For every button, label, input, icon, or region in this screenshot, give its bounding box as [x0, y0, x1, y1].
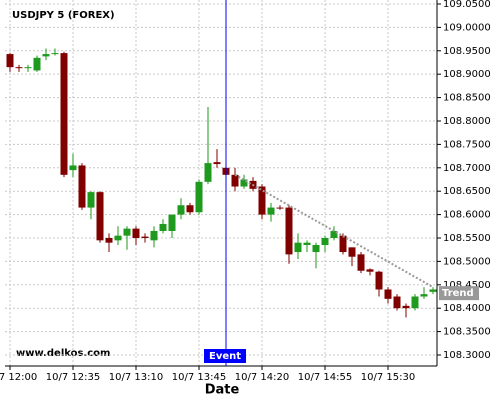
- candle-body: [60, 53, 68, 175]
- y-tick-label: 108.7000: [443, 163, 491, 174]
- x-tick-label: 10/7 14:20: [235, 372, 289, 383]
- y-tick-label: 108.3500: [443, 327, 491, 338]
- candle-body: [339, 235, 347, 253]
- candle-body: [69, 165, 77, 171]
- candle-body: [267, 207, 275, 215]
- grid: [5, 0, 437, 366]
- candle-body: [429, 289, 437, 292]
- trend-label: Trend: [442, 288, 474, 299]
- candle-body: [51, 53, 59, 55]
- y-tick-label: 108.6000: [443, 210, 491, 221]
- candle-body: [240, 179, 248, 187]
- candle-body: [303, 242, 311, 246]
- candle-body: [411, 296, 419, 309]
- candle-body: [231, 174, 239, 187]
- candle-body: [393, 296, 401, 309]
- y-tick-label: 108.4500: [443, 280, 491, 291]
- candle-body: [87, 192, 95, 208]
- candle-body: [402, 305, 410, 309]
- y-tick-label: 108.3000: [443, 350, 491, 361]
- candle-body: [321, 237, 329, 246]
- y-tick-label: 108.9000: [443, 69, 491, 80]
- candle-body: [105, 237, 113, 243]
- candle-body: [96, 192, 104, 241]
- x-tick-label: 10/7 13:10: [109, 372, 163, 383]
- candle-body: [330, 230, 338, 238]
- candle-body: [186, 205, 194, 213]
- candle-body: [195, 181, 203, 213]
- event-label: Event: [209, 351, 241, 362]
- y-tick-label: 108.9500: [443, 46, 491, 57]
- candle-body: [78, 165, 86, 208]
- trend-line: [234, 173, 434, 289]
- candle-body: [24, 67, 32, 69]
- candle-body: [312, 245, 320, 253]
- candle-body: [114, 235, 122, 241]
- candle-body: [159, 223, 167, 231]
- y-tick-label: 108.6500: [443, 186, 491, 197]
- candle-body: [33, 57, 41, 71]
- candle-body: [375, 271, 383, 290]
- event-label-box: [204, 349, 246, 363]
- candle-body: [177, 205, 185, 215]
- x-tick-label: 10/7 15:30: [361, 372, 415, 383]
- candle-body: [213, 162, 221, 165]
- candle-body: [15, 67, 23, 69]
- y-tick-label: 108.4000: [443, 303, 491, 314]
- trend-label-box: [439, 286, 479, 301]
- candle-body: [204, 163, 212, 182]
- x-tick-label: 10/7 12:35: [46, 372, 100, 383]
- candle-body: [123, 228, 131, 236]
- candle-body: [285, 207, 293, 255]
- x-tick-label: 10/7 14:55: [298, 372, 352, 383]
- watermark: www.delkos.com: [16, 348, 110, 359]
- y-tick-label: 108.8500: [443, 93, 491, 104]
- chart-title: USDJPY 5 (FOREX): [12, 10, 115, 21]
- y-tick-label: 108.5500: [443, 233, 491, 244]
- y-tick-label: 108.7500: [443, 139, 491, 150]
- candle-body: [276, 207, 284, 209]
- candle-body: [420, 294, 428, 297]
- candle-body: [348, 247, 356, 257]
- y-tick-label: 108.5000: [443, 256, 491, 267]
- candle-body: [42, 54, 50, 57]
- candle-body: [6, 54, 14, 68]
- x-tick-label: 10/7 13:45: [172, 372, 226, 383]
- candle-body: [150, 230, 158, 241]
- y-tick-label: 108.8000: [443, 116, 491, 127]
- candle-body: [384, 289, 392, 299]
- x-axis-title: Date: [205, 383, 240, 398]
- candle-body: [141, 236, 149, 238]
- y-tick-label: 109.0500: [443, 0, 491, 10]
- candle-body: [294, 242, 302, 253]
- candle-body: [357, 254, 365, 271]
- candle-body: [258, 186, 266, 215]
- candle-body: [132, 228, 140, 238]
- candle-body: [168, 214, 176, 231]
- candle-body: [366, 269, 374, 272]
- x-tick-label: 10/7 12:00: [0, 372, 37, 383]
- y-tick-label: 109.0000: [443, 22, 491, 33]
